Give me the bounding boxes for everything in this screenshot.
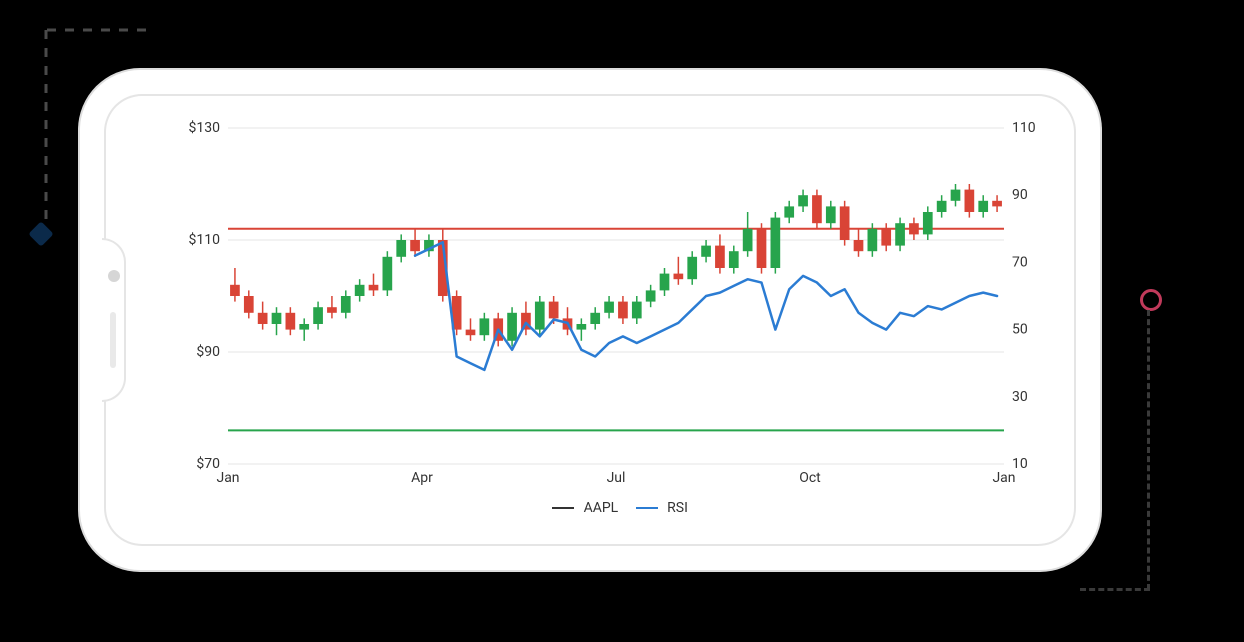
decorative-dashes-right <box>1147 310 1150 590</box>
svg-text:$110: $110 <box>189 231 221 248</box>
chart-legend: AAPL RSI <box>180 500 1046 516</box>
svg-text:110: 110 <box>1012 120 1036 136</box>
svg-text:30: 30 <box>1012 389 1028 405</box>
svg-text:70: 70 <box>1012 254 1028 270</box>
svg-text:Oct: Oct <box>799 470 821 486</box>
camera-dot-icon <box>108 270 120 282</box>
decorative-ring-icon <box>1140 289 1162 311</box>
phone-notch <box>102 238 126 402</box>
svg-text:$130: $130 <box>189 119 221 136</box>
svg-text:90: 90 <box>1012 187 1028 203</box>
phone-frame: $70$90$110$1301030507090110JanAprJulOctJ… <box>80 70 1100 570</box>
svg-text:50: 50 <box>1012 322 1028 338</box>
svg-text:Jan: Jan <box>992 470 1015 486</box>
phone-screen: $70$90$110$1301030507090110JanAprJulOctJ… <box>104 94 1076 546</box>
legend-label-aapl: AAPL <box>584 500 619 516</box>
decorative-diamond-icon <box>28 221 53 246</box>
stock-chart: $70$90$110$1301030507090110JanAprJulOctJ… <box>180 118 1046 494</box>
legend-label-rsi: RSI <box>667 500 688 516</box>
svg-text:$90: $90 <box>196 343 220 360</box>
svg-text:Jan: Jan <box>216 470 239 486</box>
chart-container: $70$90$110$1301030507090110JanAprJulOctJ… <box>180 118 1046 522</box>
legend-swatch-aapl <box>552 507 574 509</box>
decorative-dashes-bottom <box>1080 588 1150 591</box>
svg-text:Jul: Jul <box>607 470 626 486</box>
svg-text:Apr: Apr <box>411 470 433 486</box>
speaker-slot-icon <box>110 312 116 368</box>
legend-swatch-rsi <box>636 507 658 509</box>
